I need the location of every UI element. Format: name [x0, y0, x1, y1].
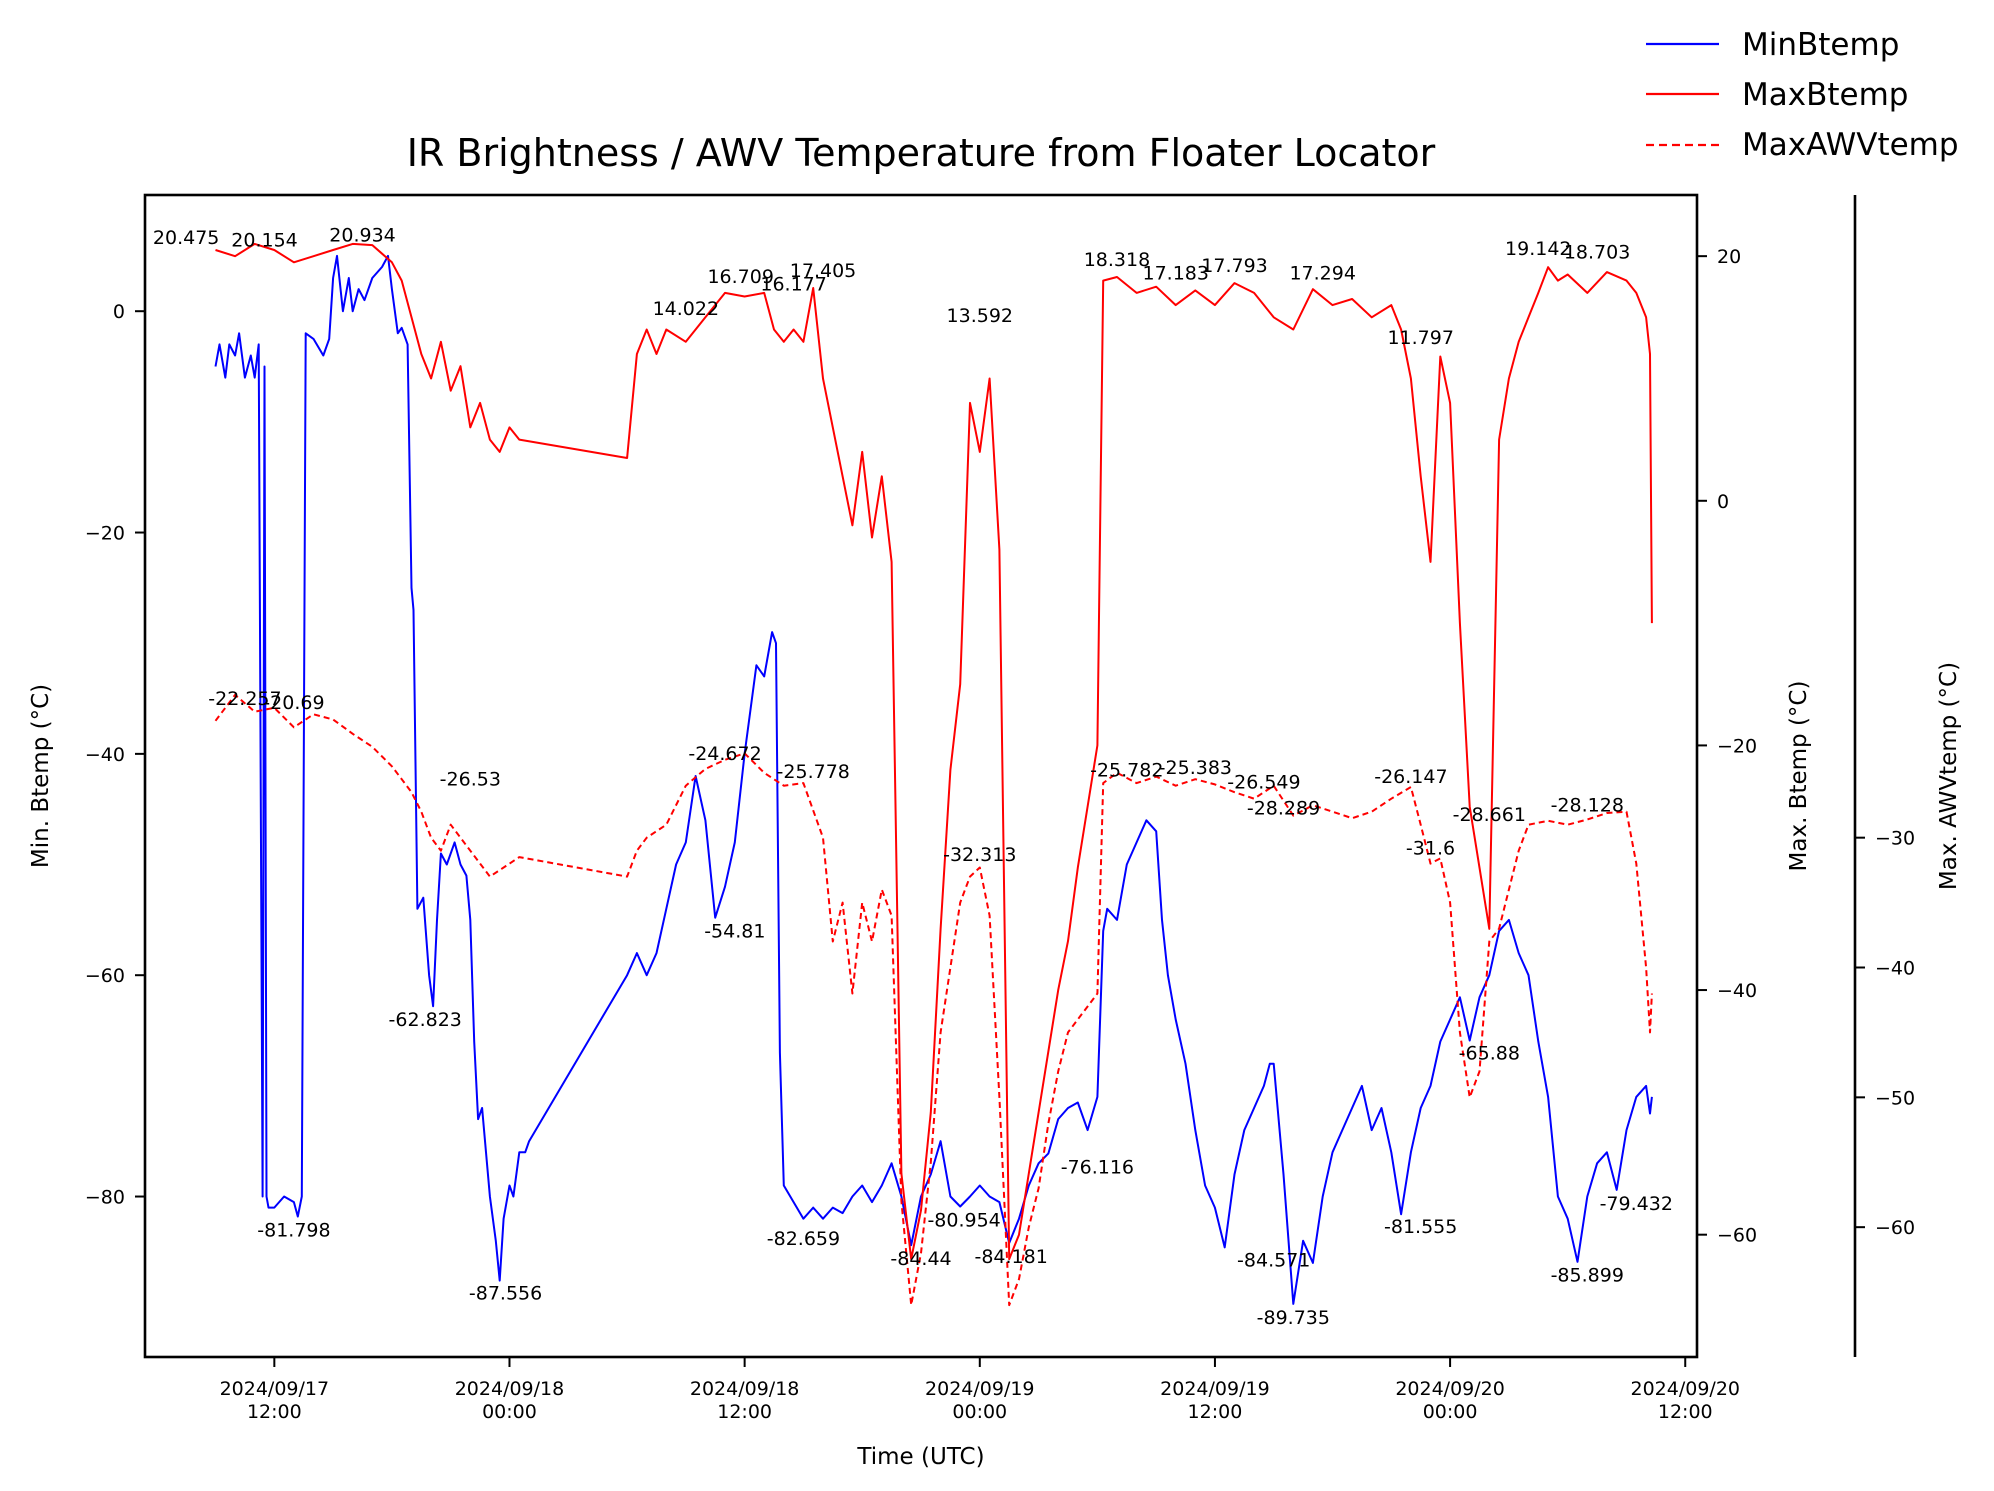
value-annotation: -65.88: [1459, 1042, 1520, 1064]
x-tick-label-line: 00:00: [952, 1401, 1007, 1423]
value-annotation: -24.672: [688, 743, 761, 765]
awv-tick-label: −50: [1875, 1087, 1915, 1109]
awv-tick-label: −60: [1875, 1217, 1915, 1239]
value-annotation: -82.659: [767, 1228, 840, 1250]
legend-label-maxawvtemp: MaxAWVtemp: [1742, 127, 1959, 163]
right-tick-label: 0: [1717, 491, 1729, 513]
x-tick-label: 2024/09/19 00:00: [925, 1378, 1035, 1423]
value-annotation: 17.405: [790, 260, 856, 282]
value-annotation: -22.257: [208, 688, 281, 710]
right-tick-label: −40: [1717, 980, 1757, 1002]
x-tick-label-line: 2024/09/19: [1160, 1378, 1270, 1400]
right-tick-label: −60: [1717, 1225, 1757, 1247]
x-tick-label-line: 2024/09/18: [455, 1378, 565, 1400]
left-tick-label: −20: [85, 523, 125, 545]
x-axis-label: Time (UTC): [856, 1444, 984, 1470]
value-annotation: -25.782: [1090, 760, 1163, 782]
value-annotation: 14.022: [653, 298, 719, 320]
value-annotation: 13.592: [947, 305, 1013, 327]
value-annotation: -26.53: [440, 769, 501, 791]
value-annotation: -26.549: [1227, 771, 1300, 793]
awv-axis-ticks: −30 −40 −50 −60: [1855, 828, 1915, 1239]
series-line-minbtemp: [214, 254, 1653, 1305]
value-annotation: -85.899: [1551, 1265, 1624, 1287]
left-tick-label: −40: [85, 744, 125, 766]
x-tick-label-line: 2024/09/17: [220, 1378, 330, 1400]
series-layer: [214, 242, 1653, 1307]
x-tick-label-line: 2024/09/20: [1630, 1378, 1740, 1400]
right-axis-label: Max. Btemp (°C): [1786, 681, 1812, 872]
value-annotation: 20.934: [329, 224, 395, 246]
value-annotation: 20.475: [153, 227, 219, 249]
x-tick-label: 2024/09/20 00:00: [1395, 1378, 1505, 1423]
legend: MinBtemp MaxBtemp MaxAWVtemp: [1646, 27, 1959, 163]
annotation-layer: 20.475 -22.257 20.154 -20.69 20.934 -26.53 14.…: [153, 224, 1673, 1328]
value-annotation: -20.69: [263, 692, 324, 714]
value-annotation: 19.142: [1505, 238, 1571, 260]
x-tick-label: 2024/09/19 12:00: [1160, 1378, 1270, 1423]
value-annotation: 17.183: [1143, 262, 1209, 284]
value-annotation: -62.823: [389, 1009, 462, 1031]
x-tick-label-line: 00:00: [1423, 1401, 1478, 1423]
x-tick-label-line: 2024/09/18: [690, 1378, 800, 1400]
left-tick-label: −80: [85, 1187, 125, 1209]
value-annotation: 17.793: [1201, 255, 1267, 277]
value-annotation: -81.555: [1384, 1216, 1457, 1238]
value-annotation: 11.797: [1387, 327, 1453, 349]
awv-tick-label: −40: [1875, 958, 1915, 980]
awv-axis-label: Max. AWVtemp (°C): [1936, 662, 1962, 890]
x-tick-label-line: 2024/09/20: [1395, 1378, 1505, 1400]
value-annotation: 20.154: [231, 229, 297, 251]
value-annotation: -54.81: [704, 921, 765, 943]
x-tick-label: 2024/09/20 12:00: [1630, 1378, 1740, 1423]
legend-label-maxbtemp: MaxBtemp: [1742, 77, 1908, 113]
right-tick-label: −20: [1717, 735, 1757, 757]
awv-tick-label: −30: [1875, 828, 1915, 850]
value-annotation: -81.798: [257, 1219, 330, 1241]
right-tick-label: 20: [1717, 246, 1741, 268]
value-annotation: 17.294: [1289, 262, 1355, 284]
x-tick-label-line: 2024/09/19: [925, 1378, 1035, 1400]
value-annotation: 16.177: [760, 273, 826, 295]
value-annotation: -84.44: [890, 1248, 951, 1270]
value-annotation: -28.661: [1453, 804, 1526, 826]
value-annotation: -80.954: [927, 1209, 1000, 1231]
x-tick-label-line: 12:00: [247, 1401, 302, 1423]
left-axis-ticks: 0 −20 −40 −60 −80: [85, 301, 145, 1209]
x-tick-label-line: 12:00: [1658, 1401, 1713, 1423]
value-annotation: -25.383: [1159, 757, 1232, 779]
value-annotation: 18.318: [1084, 249, 1150, 271]
x-tick-label: 2024/09/18 00:00: [455, 1378, 565, 1423]
x-tick-label-line: 12:00: [1188, 1401, 1243, 1423]
value-annotation: -26.147: [1374, 766, 1447, 788]
value-annotation: -87.556: [469, 1282, 542, 1304]
value-annotation: 18.703: [1564, 242, 1630, 264]
value-annotation: -28.128: [1551, 795, 1624, 817]
x-tick-label: 2024/09/18 12:00: [690, 1378, 800, 1423]
left-tick-label: −60: [85, 965, 125, 987]
legend-label-minbtemp: MinBtemp: [1742, 27, 1899, 63]
value-annotation: -76.116: [1061, 1156, 1134, 1178]
series-line-maxawvtemp: [214, 693, 1653, 1307]
left-axis-label: Min. Btemp (°C): [28, 684, 54, 868]
value-annotation: -84.181: [974, 1246, 1047, 1268]
value-annotation: 16.709: [707, 266, 773, 288]
plot-frame: [143, 193, 1699, 1359]
x-tick-label-line: 00:00: [482, 1401, 537, 1423]
x-tick-label: 2024/09/17 12:00: [220, 1378, 330, 1423]
series-line-maxbtemp: [215, 242, 1653, 1261]
value-annotation: -89.735: [1257, 1307, 1330, 1329]
right-axis-ticks: 20 0 −20 −40 −60: [1697, 246, 1757, 1247]
value-annotation: -32.313: [943, 844, 1016, 866]
value-annotation: -79.432: [1600, 1193, 1673, 1215]
left-tick-label: 0: [113, 301, 125, 323]
chart-title: IR Brightness / AWV Temperature from Flo…: [407, 131, 1436, 175]
x-tick-label-line: 12:00: [717, 1401, 772, 1423]
value-annotation: -25.778: [777, 761, 850, 783]
value-annotation: -84.571: [1237, 1249, 1310, 1271]
value-annotation: -31.6: [1406, 838, 1455, 860]
value-annotation: -28.289: [1247, 797, 1320, 819]
